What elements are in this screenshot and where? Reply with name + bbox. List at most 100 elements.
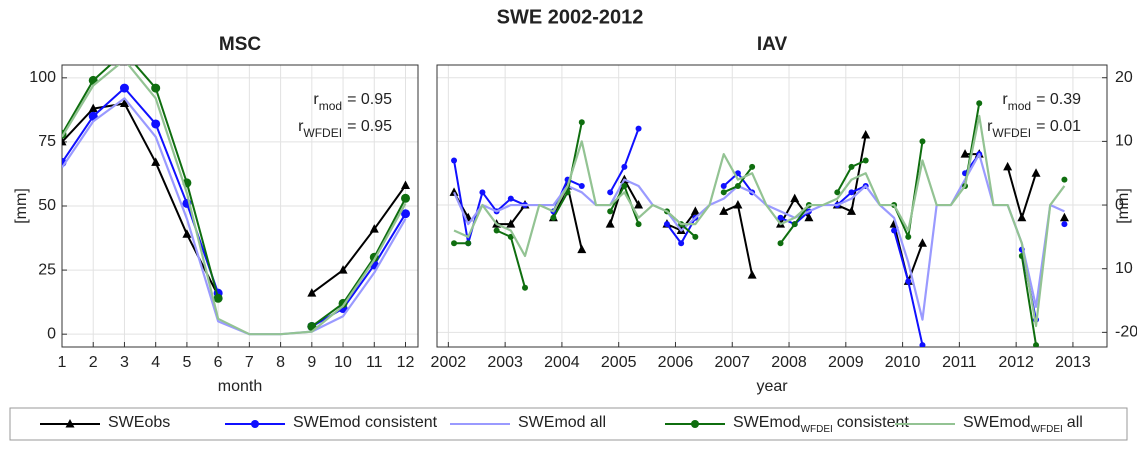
x-tick-label: 7 xyxy=(245,354,254,371)
x-tick-label: 2013 xyxy=(1055,354,1091,371)
annotation-subscript: mod xyxy=(1008,99,1031,113)
marker xyxy=(493,227,500,234)
marker xyxy=(846,206,856,215)
marker xyxy=(891,227,898,234)
x-tick-label: 8 xyxy=(276,354,285,371)
marker xyxy=(88,103,98,113)
y-tick-label: 50 xyxy=(38,197,56,214)
marker xyxy=(607,208,614,215)
marker xyxy=(777,214,784,221)
x-tick-label: 9 xyxy=(307,354,316,371)
marker xyxy=(62,136,67,146)
marker xyxy=(1003,161,1013,171)
legend-label: SWEmodWFDEI all xyxy=(963,414,1083,434)
annotation-subscript: mod xyxy=(319,99,342,113)
annotation-value: = 0.01 xyxy=(1036,118,1081,135)
marker xyxy=(848,163,855,170)
annotation-symbol: r xyxy=(987,118,993,135)
panel-title: MSC xyxy=(219,34,262,55)
chart-title: SWE 2002-2012 xyxy=(497,6,644,28)
legend-label: SWEmodWFDEI consistent xyxy=(733,414,909,434)
series-line xyxy=(454,103,1064,345)
marker xyxy=(465,240,472,247)
x-tick-label: 2003 xyxy=(487,354,523,371)
x-tick-label: 2012 xyxy=(998,354,1034,371)
marker xyxy=(834,189,841,196)
marker xyxy=(919,342,926,347)
annotation-symbol: r xyxy=(298,118,304,135)
y-tick-label: 10 xyxy=(1115,133,1133,150)
marker xyxy=(734,182,741,189)
marker xyxy=(804,212,814,222)
y-tick-label: 25 xyxy=(38,261,56,278)
marker xyxy=(692,233,699,240)
marker xyxy=(861,130,871,139)
legend-marker xyxy=(691,420,699,428)
legend-name-rest: all xyxy=(1067,414,1083,431)
series-line xyxy=(453,114,1066,328)
marker xyxy=(506,219,516,228)
annotation-symbol: r xyxy=(1002,91,1008,108)
x-tick-label: 1 xyxy=(58,354,67,371)
legend-subscript: WFDEI xyxy=(801,424,833,435)
marker xyxy=(522,284,529,291)
marker xyxy=(451,157,458,164)
x-axis-label: month xyxy=(218,378,262,395)
legend-name: SWEmod all xyxy=(518,414,606,431)
marker xyxy=(550,214,557,221)
marker xyxy=(120,48,129,57)
marker xyxy=(720,189,727,196)
marker xyxy=(151,119,161,129)
marker xyxy=(635,221,642,228)
legend-label: SWEmod consistent xyxy=(293,414,438,431)
marker xyxy=(749,163,756,170)
y-axis-label: [mm] xyxy=(13,188,30,224)
marker xyxy=(151,83,161,93)
marker xyxy=(119,98,129,107)
annotation: rmod = 0.39 xyxy=(1002,91,1081,113)
y-tick-label: 20 xyxy=(1115,69,1133,86)
marker xyxy=(1061,176,1068,183)
marker xyxy=(747,270,757,279)
annotation-symbol: r xyxy=(313,91,319,108)
marker xyxy=(578,119,585,126)
marker xyxy=(905,278,912,285)
marker xyxy=(151,157,161,166)
plot-area xyxy=(62,48,411,336)
marker xyxy=(917,238,927,247)
legend-marker xyxy=(65,419,75,428)
marker xyxy=(905,233,912,240)
axes-box xyxy=(61,64,419,348)
x-tick-label: 4 xyxy=(151,354,160,371)
series-line xyxy=(62,97,407,336)
series-line xyxy=(62,65,407,328)
x-tick-label: 2 xyxy=(89,354,98,371)
marker xyxy=(479,189,486,196)
y-tick-label: -20 xyxy=(1115,324,1137,341)
y-tick-label: 75 xyxy=(38,133,56,150)
series-line xyxy=(454,129,1064,345)
x-tick-label: 2008 xyxy=(771,354,807,371)
marker xyxy=(119,83,129,93)
marker xyxy=(733,200,743,209)
marker xyxy=(401,193,411,203)
marker xyxy=(678,240,685,247)
plot-area xyxy=(449,100,1069,347)
marker xyxy=(791,221,798,228)
series-line xyxy=(62,102,407,297)
x-axis-label: year xyxy=(756,378,788,395)
annotation-subscript: WFDEI xyxy=(303,126,342,140)
x-tick-label: 2011 xyxy=(942,354,977,371)
x-tick-label: 2004 xyxy=(544,354,580,371)
legend-subscript: WFDEI xyxy=(1031,424,1063,435)
y-tick-label: 0 xyxy=(47,325,56,342)
marker xyxy=(1017,212,1027,222)
annotation-subscript: WFDEI xyxy=(992,126,1031,140)
x-tick-label: 2002 xyxy=(431,354,467,371)
marker xyxy=(1061,221,1068,228)
marker xyxy=(848,189,855,196)
legend-name-rest: consistent xyxy=(837,414,910,431)
legend-label: SWEobs xyxy=(108,414,170,431)
axes-box xyxy=(436,64,1108,348)
marker xyxy=(578,182,585,189)
